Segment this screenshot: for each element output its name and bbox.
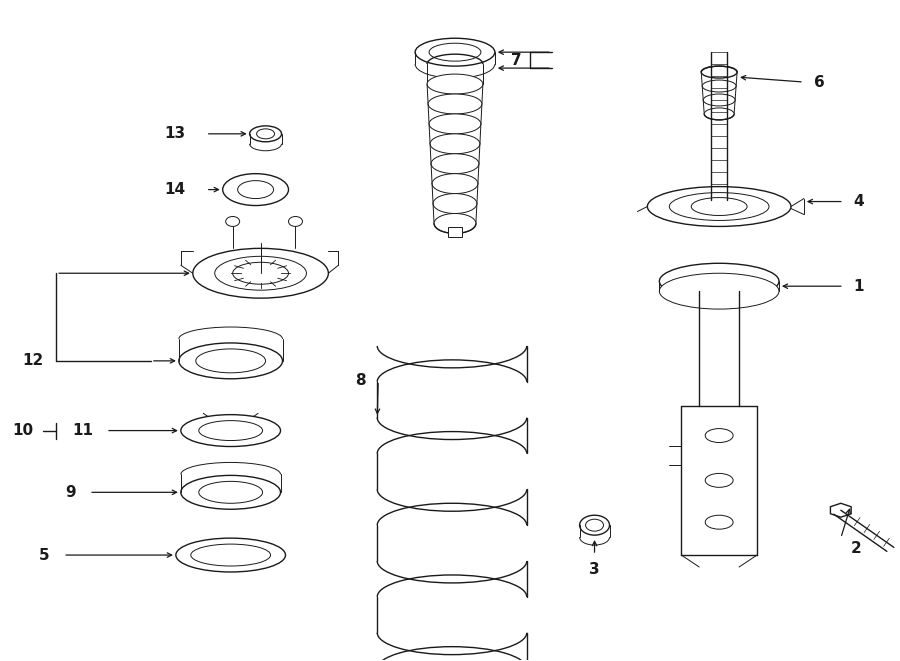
Ellipse shape [580,515,609,535]
Ellipse shape [703,94,735,106]
Ellipse shape [415,38,495,66]
Text: 7: 7 [511,53,522,67]
Text: 1: 1 [854,279,864,293]
Ellipse shape [196,349,266,373]
Text: 6: 6 [814,75,824,89]
Ellipse shape [191,544,271,566]
Ellipse shape [428,74,483,94]
Ellipse shape [660,263,779,299]
Ellipse shape [215,256,306,290]
Ellipse shape [647,186,791,227]
Ellipse shape [429,43,481,61]
Ellipse shape [256,129,274,139]
Ellipse shape [701,66,737,78]
Ellipse shape [181,475,281,509]
Ellipse shape [193,249,328,298]
Ellipse shape [706,515,734,529]
Text: 12: 12 [22,354,43,368]
Ellipse shape [181,414,281,447]
Ellipse shape [289,217,302,227]
Ellipse shape [433,194,477,214]
Ellipse shape [249,126,282,142]
Ellipse shape [434,214,476,233]
Polygon shape [831,503,851,517]
Ellipse shape [199,420,263,440]
Ellipse shape [226,217,239,227]
Ellipse shape [660,273,779,309]
Ellipse shape [586,519,604,531]
Ellipse shape [222,174,289,206]
Ellipse shape [430,134,480,154]
Text: 5: 5 [39,547,50,563]
Ellipse shape [691,198,747,215]
Ellipse shape [428,94,482,114]
Ellipse shape [706,428,734,442]
Ellipse shape [238,180,274,198]
Ellipse shape [431,154,479,174]
Bar [448,227,462,237]
Ellipse shape [179,343,283,379]
Ellipse shape [429,114,481,134]
Ellipse shape [704,108,734,120]
Ellipse shape [176,538,285,572]
Text: 10: 10 [13,423,33,438]
Text: 8: 8 [355,373,365,388]
Text: 14: 14 [165,182,185,197]
Text: 11: 11 [72,423,93,438]
Ellipse shape [233,262,289,284]
Text: 9: 9 [66,485,77,500]
Text: 3: 3 [590,563,600,578]
Ellipse shape [670,192,769,221]
Ellipse shape [706,473,734,487]
Ellipse shape [702,80,736,92]
Ellipse shape [199,481,263,503]
Text: 2: 2 [850,541,861,556]
Text: 4: 4 [854,194,864,209]
Text: 13: 13 [165,126,185,141]
Ellipse shape [432,174,478,194]
